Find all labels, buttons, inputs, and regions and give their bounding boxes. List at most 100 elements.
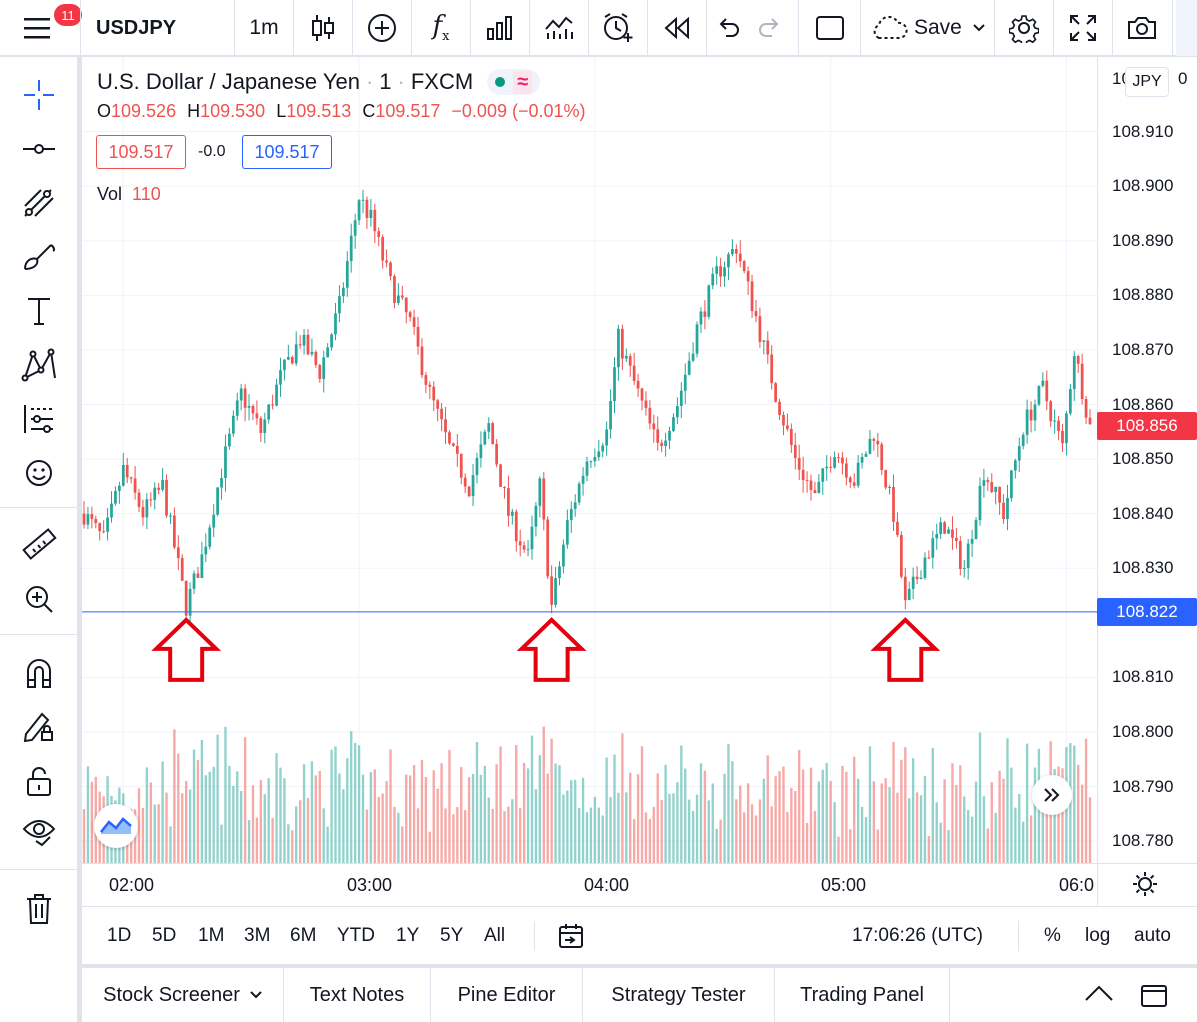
tab-pine-editor[interactable]: Pine Editor	[431, 968, 583, 1022]
tab-trading-panel[interactable]: Trading Panel	[775, 968, 950, 1022]
volume-bar	[939, 822, 942, 863]
indicators-button[interactable]: fx	[413, 0, 469, 56]
collapse-panel-button[interactable]	[1084, 984, 1114, 1007]
candle-body	[330, 334, 333, 348]
candle-body	[503, 486, 506, 489]
chart-pane[interactable]: U.S. Dollar / Japanese Yen · 1 · FXCM ≈ …	[82, 57, 1197, 906]
strategy-compare-button[interactable]	[531, 0, 587, 56]
bottom-panel-tabs: Stock Screener Text Notes Pine Editor St…	[82, 968, 1197, 1022]
fib-tool[interactable]	[14, 181, 64, 225]
price-chart[interactable]	[82, 57, 1197, 906]
trend-line-tool[interactable]	[14, 127, 64, 171]
range-1d[interactable]: 1D	[107, 925, 132, 946]
settings-button[interactable]	[996, 0, 1052, 56]
zoom-tool[interactable]	[14, 577, 64, 621]
range-all[interactable]: All	[484, 925, 506, 946]
candle-body	[652, 423, 656, 430]
symbol-search[interactable]: USDJPY	[96, 16, 177, 39]
interval-button[interactable]: 1m	[249, 16, 279, 39]
range-6m[interactable]: 6M	[290, 925, 317, 946]
currency-button[interactable]: JPY	[1125, 67, 1169, 97]
layout-button[interactable]	[800, 0, 860, 56]
volume-bar	[499, 746, 502, 863]
candle-body	[452, 443, 455, 446]
remove-drawings-tool[interactable]	[14, 887, 64, 931]
save-menu-button[interactable]	[966, 0, 992, 56]
range-ytd[interactable]: YTD	[337, 925, 375, 946]
candle-body	[797, 457, 801, 470]
maximize-panel-button[interactable]	[1140, 984, 1168, 1013]
sell-button[interactable]: 109.517	[96, 135, 186, 169]
percent-scale-toggle[interactable]: %	[1044, 925, 1061, 946]
layout-icon	[816, 16, 844, 40]
volume-bar	[605, 757, 608, 863]
menu-button[interactable]: 11	[10, 0, 82, 56]
save-button[interactable]: Save	[862, 0, 966, 56]
templates-button[interactable]	[472, 0, 528, 56]
text-tool[interactable]	[14, 289, 64, 333]
scroll-to-realtime-button[interactable]	[1032, 775, 1072, 815]
volume-bar	[687, 799, 691, 863]
crosshair-tool[interactable]	[14, 73, 64, 117]
candle-body	[628, 355, 632, 366]
candle-body	[255, 413, 259, 419]
range-1y[interactable]: 1Y	[396, 925, 420, 946]
tab-stock-screener[interactable]: Stock Screener	[82, 968, 284, 1022]
volume-bar	[554, 763, 557, 863]
candle-body	[966, 543, 970, 568]
volume-bar	[542, 726, 545, 863]
horizontal-line-price-tag[interactable]: 108.822	[1097, 597, 1197, 626]
range-5d[interactable]: 5D	[152, 925, 177, 946]
emoji-tool[interactable]	[14, 451, 64, 495]
measure-tool[interactable]	[14, 523, 64, 567]
candle-body	[94, 519, 98, 524]
tab-text-notes[interactable]: Text Notes	[284, 968, 431, 1022]
axis-settings-button[interactable]	[1132, 871, 1158, 902]
tradingview-logo-button[interactable]	[94, 804, 138, 848]
range-5y[interactable]: 5Y	[440, 925, 464, 946]
time-label: 03:00	[347, 875, 393, 895]
candle-body	[542, 478, 546, 520]
brush-tool[interactable]	[14, 235, 64, 279]
snapshot-button[interactable]	[1114, 0, 1170, 56]
candle-body	[801, 469, 805, 481]
auto-scale-toggle[interactable]: auto	[1134, 925, 1171, 946]
candle-body	[184, 580, 188, 616]
volume-bar	[723, 773, 726, 863]
range-1m[interactable]: 1M	[198, 925, 225, 946]
replay-button[interactable]	[649, 0, 705, 56]
volume-bar	[1029, 815, 1033, 863]
undo-button[interactable]	[708, 0, 748, 56]
log-scale-toggle[interactable]: log	[1085, 925, 1111, 946]
volume-bar	[1014, 807, 1017, 863]
legend-interval: 1	[379, 69, 392, 94]
candle-body	[750, 281, 754, 312]
fullscreen-button[interactable]	[1055, 0, 1111, 56]
goto-date-button[interactable]	[558, 907, 586, 965]
compare-symbol-button[interactable]	[354, 0, 410, 56]
candle-body	[463, 477, 467, 487]
lock-drawing-tool[interactable]	[14, 705, 64, 749]
buy-button[interactable]: 109.517	[242, 135, 332, 169]
volume-bar	[141, 807, 145, 863]
candle-body	[448, 432, 451, 444]
market-status[interactable]: ≈	[487, 69, 541, 95]
right-panel-edge[interactable]	[1176, 0, 1197, 56]
magnet-tool[interactable]	[14, 651, 64, 695]
clock-timezone[interactable]: 17:06:26 (UTC)	[852, 925, 983, 946]
volume-bar	[841, 765, 844, 863]
lock-all-tool[interactable]	[14, 759, 64, 803]
tab-strategy-tester[interactable]: Strategy Tester	[583, 968, 775, 1022]
alert-button[interactable]	[590, 0, 646, 56]
redo-button[interactable]	[750, 0, 790, 56]
ruler-icon	[22, 528, 57, 560]
pattern-tool[interactable]	[14, 343, 64, 387]
prediction-tool[interactable]	[14, 397, 64, 441]
candle-body	[711, 273, 715, 286]
chart-type-button[interactable]	[295, 0, 351, 56]
volume-bar	[440, 763, 443, 863]
range-3m[interactable]: 3M	[244, 925, 271, 946]
volume-bar	[558, 765, 561, 863]
hide-drawings-tool[interactable]	[14, 809, 64, 853]
candle-body	[1037, 385, 1041, 405]
